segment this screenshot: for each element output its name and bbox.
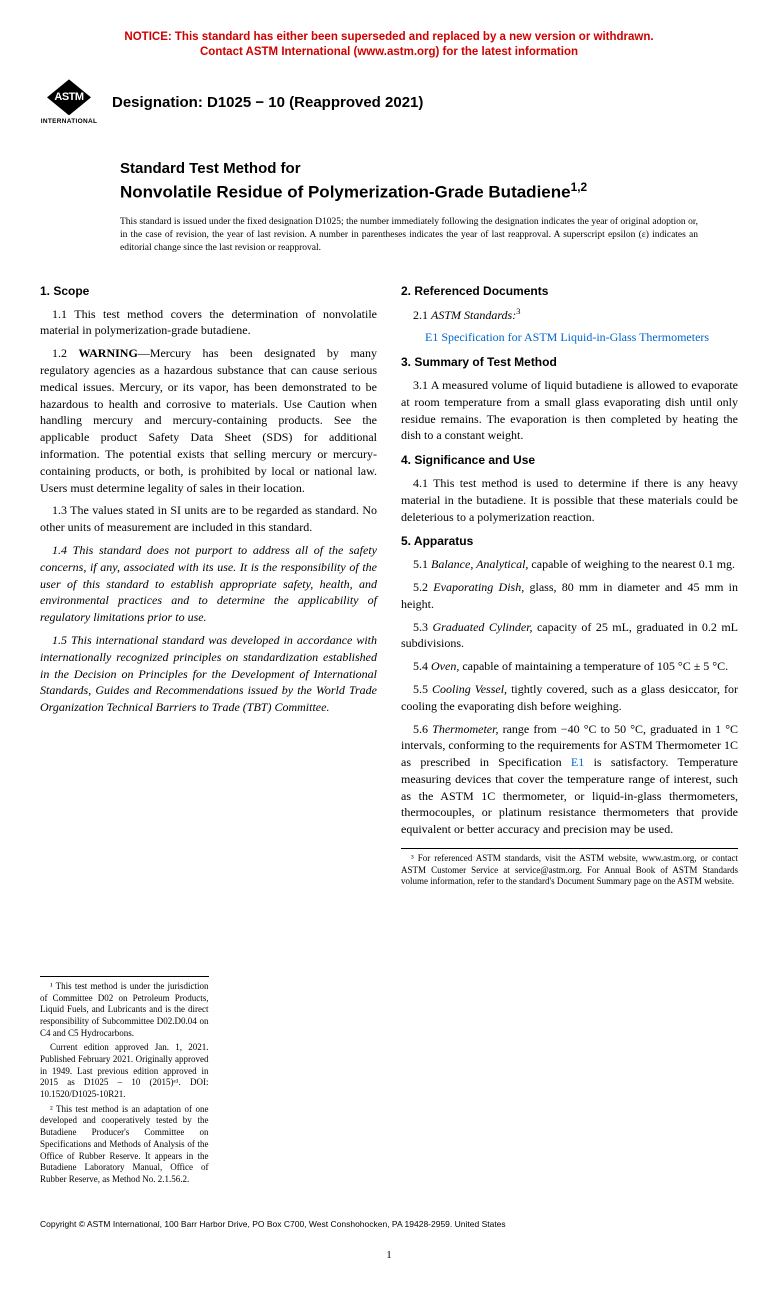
logo-badge: ASTM <box>47 79 91 115</box>
p2-1-sup: 3 <box>516 307 520 316</box>
p1-2-warning: WARNING <box>78 346 137 360</box>
p5-1-pre: 5.1 <box>413 557 431 571</box>
para-3-1: 3.1 A measured volume of liquid butadien… <box>401 377 738 444</box>
title-line1: Standard Test Method for <box>120 158 738 179</box>
section-3-head: 3. Summary of Test Method <box>401 354 738 371</box>
right-footnotes: ³ For referenced ASTM standards, visit t… <box>401 848 738 888</box>
para-5-6: 5.6 Thermometer, range from −40 °C to 50… <box>401 721 738 839</box>
section-5-head: 5. Apparatus <box>401 533 738 550</box>
section-1-head: 1. Scope <box>40 283 377 300</box>
p5-2-ital: Evaporating Dish, <box>433 580 524 594</box>
p5-1-post: capable of weighing to the nearest 0.1 m… <box>528 557 735 571</box>
ref-e1-link[interactable]: E1 <box>425 330 438 344</box>
para-2-1-link: E1 Specification for ASTM Liquid-in-Glas… <box>401 329 738 346</box>
logo-subtext: INTERNATIONAL <box>41 117 98 126</box>
designation: Designation: D1025 − 10 (Reapproved 2021… <box>112 92 423 113</box>
para-5-2: 5.2 Evaporating Dish, glass, 80 mm in di… <box>401 579 738 613</box>
p1-2-body: —Mercury has been designated by many reg… <box>40 346 377 494</box>
two-column-body: 1. Scope 1.1 This test method covers the… <box>40 283 738 1189</box>
para-1-3: 1.3 The values stated in SI units are to… <box>40 502 377 536</box>
p5-1-ital: Balance, Analytical, <box>431 557 528 571</box>
p5-4-pre: 5.4 <box>413 659 431 673</box>
title-sup: 1,2 <box>571 180 588 194</box>
issuance-note: This standard is issued under the fixed … <box>120 216 698 254</box>
section-4-head: 4. Significance and Use <box>401 452 738 469</box>
p2-1-pre: 2.1 <box>413 308 431 322</box>
para-5-3: 5.3 Graduated Cylinder, capacity of 25 m… <box>401 619 738 653</box>
left-column: 1. Scope 1.1 This test method covers the… <box>40 283 377 1189</box>
para-1-4: 1.4 This standard does not purport to ad… <box>40 542 377 626</box>
left-footnotes: ¹ This test method is under the jurisdic… <box>40 976 209 1186</box>
p5-6-pre: 5.6 <box>413 722 432 736</box>
right-column: 2. Referenced Documents 2.1 ASTM Standar… <box>401 283 738 1189</box>
p5-5-ital: Cooling Vessel, <box>432 682 507 696</box>
footnote-1: ¹ This test method is under the jurisdic… <box>40 981 209 1039</box>
ref-e1-text[interactable]: Specification for ASTM Liquid-in-Glass T… <box>438 330 709 344</box>
footnote-2: ² This test method is an adaptation of o… <box>40 1104 209 1186</box>
p2-1-ital: ASTM Standards: <box>431 308 516 322</box>
notice-line1: NOTICE: This standard has either been su… <box>40 30 738 45</box>
notice-banner: NOTICE: This standard has either been su… <box>40 30 738 60</box>
title-main: Nonvolatile Residue of Polymerization-Gr… <box>120 183 571 202</box>
section-2-head: 2. Referenced Documents <box>401 283 738 300</box>
para-1-1: 1.1 This test method covers the determin… <box>40 306 377 340</box>
para-1-2: 1.2 WARNING—Mercury has been designated … <box>40 345 377 496</box>
p1-2-label: 1.2 <box>52 346 78 360</box>
footnote-1b: Current edition approved Jan. 1, 2021. P… <box>40 1042 209 1100</box>
para-2-1: 2.1 ASTM Standards:3 <box>401 306 738 324</box>
p5-2-pre: 5.2 <box>413 580 433 594</box>
p5-6-ital: Thermometer, <box>432 722 498 736</box>
p5-4-ital: Oven, <box>431 659 459 673</box>
para-5-1: 5.1 Balance, Analytical, capable of weig… <box>401 556 738 573</box>
footnote-3: ³ For referenced ASTM standards, visit t… <box>401 853 738 888</box>
page-number: 1 <box>40 1248 738 1263</box>
p5-3-ital: Graduated Cylinder, <box>432 620 532 634</box>
header-row: ASTM INTERNATIONAL Designation: D1025 − … <box>40 78 738 128</box>
notice-line2: Contact ASTM International (www.astm.org… <box>40 45 738 60</box>
p5-4-post: capable of maintaining a temperature of … <box>459 659 728 673</box>
para-5-4: 5.4 Oven, capable of maintaining a tempe… <box>401 658 738 675</box>
para-5-5: 5.5 Cooling Vessel, tightly covered, suc… <box>401 681 738 715</box>
p5-3-pre: 5.3 <box>413 620 432 634</box>
copyright-line: Copyright © ASTM International, 100 Barr… <box>40 1219 738 1231</box>
p5-5-pre: 5.5 <box>413 682 432 696</box>
title-line2: Nonvolatile Residue of Polymerization-Gr… <box>120 179 738 204</box>
astm-logo: ASTM INTERNATIONAL <box>40 78 98 128</box>
title-block: Standard Test Method for Nonvolatile Res… <box>120 158 738 204</box>
p5-6-link[interactable]: E1 <box>571 755 584 769</box>
para-4-1: 4.1 This test method is used to determin… <box>401 475 738 525</box>
para-1-5: 1.5 This international standard was deve… <box>40 632 377 716</box>
